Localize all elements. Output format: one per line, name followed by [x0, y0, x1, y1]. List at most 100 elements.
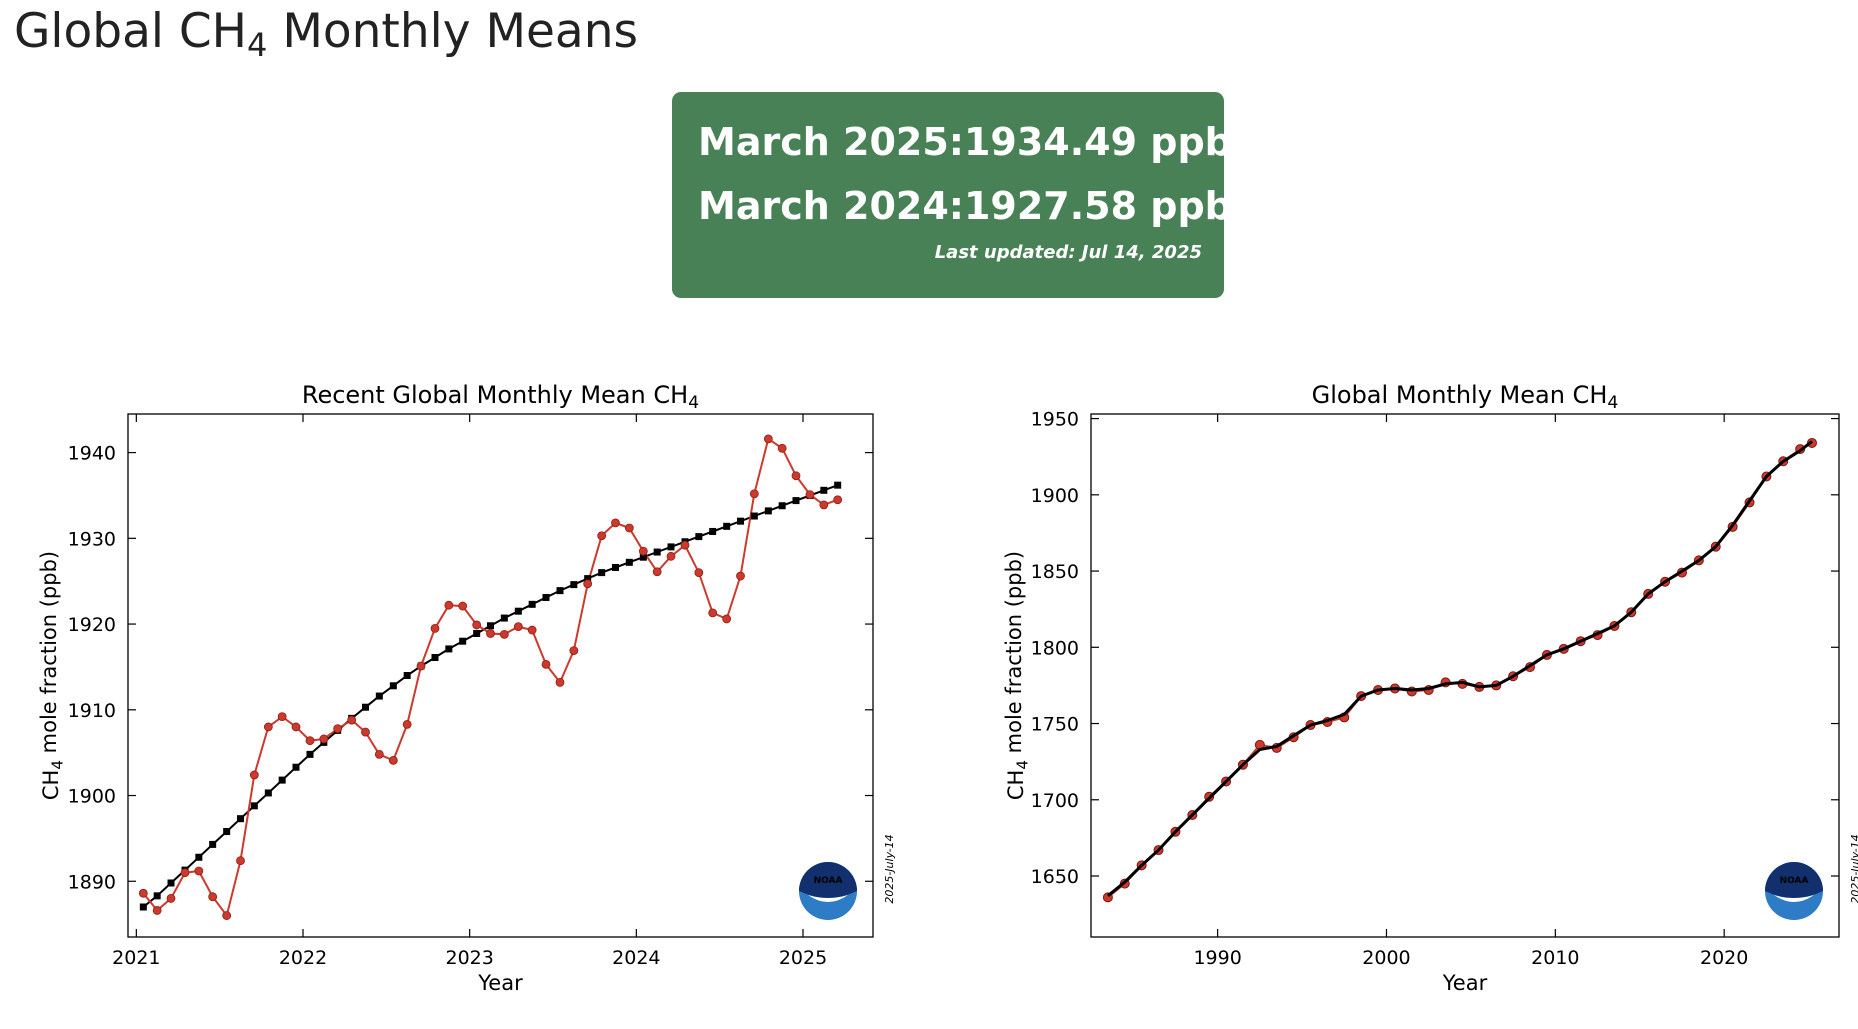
monthly-point: [819, 500, 829, 510]
trend-point: [709, 527, 717, 535]
monthly-point: [333, 724, 343, 734]
page-title: Global CH4 Monthly Means: [14, 4, 638, 64]
monthly-series-line: [142, 437, 839, 918]
trend-point: [514, 607, 522, 615]
monthly-point: [347, 715, 357, 725]
noaa-logo-top: [1765, 862, 1823, 898]
trend-point: [431, 653, 439, 661]
trend-point: [362, 703, 369, 711]
trend-point: [723, 522, 731, 530]
latest-values-box: March 2025: 1934.49 ppb March 2024: 1927…: [672, 92, 1232, 298]
trend-point: [764, 507, 772, 515]
y-axis-label: CH4 mole fraction (ppb): [37, 551, 66, 800]
trend-point: [639, 553, 647, 561]
x-tick-label: 2000: [1362, 947, 1410, 969]
monthly-point: [305, 736, 315, 746]
monthly-point: [611, 518, 620, 528]
noaa-logo-gull: [808, 895, 848, 902]
stat-label-current: March 2025:: [698, 120, 964, 164]
trend-point: [653, 548, 661, 556]
monthly-point: [430, 623, 440, 633]
y-tick-label: 1750: [1031, 714, 1079, 736]
trend-point: [612, 563, 619, 571]
trend-point: [584, 575, 592, 583]
recent-ch4-chart: Recent Global Monthly Mean CH4 2021 2022 20…: [37, 381, 896, 995]
monthly-point: [597, 531, 607, 541]
x-tick-label: 2020: [1700, 947, 1748, 969]
trend-point: [542, 593, 550, 601]
y-tick-label: 1650: [1031, 866, 1079, 888]
y-axis-label: CH4 mole fraction (ppb): [1002, 551, 1031, 800]
trend-point: [403, 672, 411, 679]
y-tick-label: 1940: [68, 443, 116, 465]
monthly-point: [541, 659, 551, 669]
x-tick-label: 2010: [1531, 947, 1579, 969]
trend-point: [375, 692, 383, 700]
trend-point: [292, 763, 300, 771]
y-tick-label: 1950: [1031, 409, 1079, 431]
y-tick-label: 1890: [68, 871, 116, 893]
monthly-point: [486, 629, 495, 638]
monthly-point: [680, 540, 690, 550]
trend-point: [195, 853, 203, 861]
trend-point: [209, 840, 217, 848]
monthly-point: [208, 892, 218, 902]
monthly-point: [777, 443, 787, 453]
trend-point: [153, 892, 161, 900]
y-tick-label: 1850: [1031, 561, 1079, 583]
monthly-point: [166, 894, 176, 903]
monthly-point: [694, 568, 704, 578]
trend-point: [389, 682, 397, 690]
stat-value-current: 1934.49 ppb: [963, 120, 1232, 164]
x-tick-label: 2025: [779, 947, 827, 969]
trend-point: [473, 629, 481, 637]
x-axis-label: Year: [1442, 971, 1488, 995]
monthly-point: [722, 614, 732, 624]
trend-point: [792, 497, 800, 505]
monthly-point: [833, 495, 843, 505]
monthly-point: [361, 727, 370, 737]
monthly-point: [499, 629, 509, 639]
chart-title: Recent Global Monthly Mean CH4: [302, 381, 699, 413]
noaa-logo-gull: [1774, 895, 1814, 902]
monthly-point: [652, 567, 662, 577]
y-tick-label: 1700: [1031, 790, 1079, 812]
date-stamp: 2025-July-14: [883, 834, 896, 903]
trend-point: [306, 750, 314, 758]
monthly-point: [374, 749, 384, 759]
noaa-logo-text: NOAA: [814, 876, 843, 886]
y-tick-label: 1800: [1031, 637, 1079, 659]
monthly-point: [791, 471, 801, 481]
monthly-point: [624, 523, 634, 533]
trend-point: [528, 600, 536, 608]
noaa-logo-top: [799, 862, 857, 898]
monthly-point: [236, 856, 245, 866]
trend-point: [667, 543, 675, 551]
x-tick-label: 2023: [445, 947, 493, 969]
monthly-point: [152, 906, 162, 915]
trend-series-line: [142, 484, 839, 908]
trend-point: [487, 622, 494, 630]
trend-point: [737, 517, 744, 525]
trend-point: [237, 815, 244, 823]
monthly-point: [319, 734, 329, 744]
trend-point: [598, 569, 606, 577]
stat-value-previous: 1927.58 ppb: [963, 184, 1232, 228]
trend-point: [834, 481, 842, 489]
noaa-logo-text: NOAA: [1780, 876, 1809, 886]
x-tick-label: 2022: [279, 947, 327, 969]
date-stamp: 2025-July-14: [1849, 834, 1858, 903]
y-tick-label: 1900: [68, 786, 116, 808]
monthly-point: [736, 571, 745, 581]
last-updated: Last updated: Jul 14, 2025: [934, 242, 1202, 263]
trend-point: [459, 637, 467, 645]
monthly-point: [458, 601, 468, 611]
trend-point: [139, 903, 147, 911]
monthly-point: [805, 490, 815, 499]
trend-point: [445, 645, 453, 653]
monthly-point: [402, 719, 412, 729]
plot-frame: [127, 413, 874, 938]
trend-point: [278, 776, 286, 784]
x-tick-label: 2021: [112, 947, 160, 969]
y-tick-label: 1920: [68, 614, 116, 636]
